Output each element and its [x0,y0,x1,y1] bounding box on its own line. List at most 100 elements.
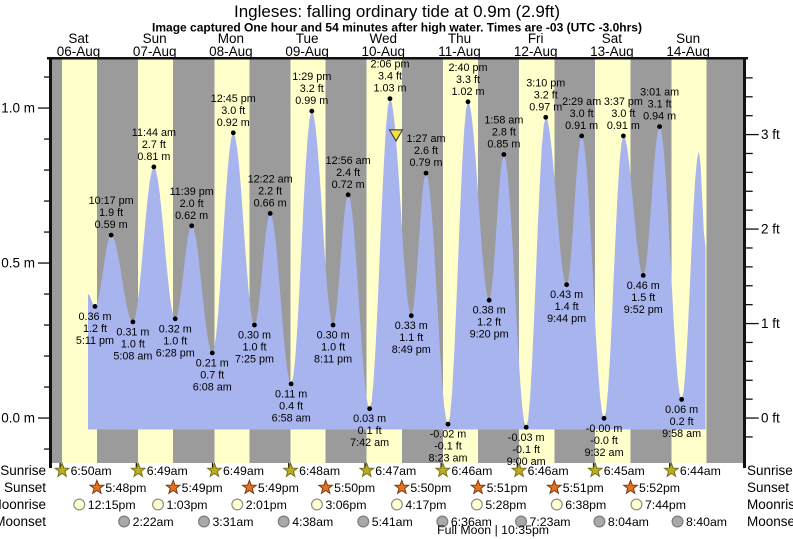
sunrise-icon [587,461,604,478]
moonrise-time: 12:15pm [88,498,136,512]
sunset-time: 5:50pm [334,481,375,495]
right-axis-tick [745,115,753,117]
tide-extreme-label: 1.02 m [451,86,484,98]
tide-extreme-dot [640,273,646,278]
moonrise-time: 5:28pm [485,498,526,512]
tide-extreme-dot [252,322,257,328]
moonset-time: 8:04am [608,515,649,529]
left-axis-tick [44,355,51,357]
tide-extreme-label: 0.59 m [95,219,128,231]
moonset-time: 6:36am [451,515,492,529]
tide-extreme-dot [172,316,178,322]
sunset-icon [164,478,182,495]
tide-extreme-label: 0.7 ft [200,369,224,381]
tide-extreme-label: 5:08 am [113,350,152,362]
tide-extreme-dot [523,424,529,430]
sunset-time: 5:49pm [258,481,299,495]
moonrise-time: 3:06pm [325,498,366,512]
day-label-dow: Fri [528,31,544,46]
tide-extreme-label: 3.0 ft [221,105,245,117]
moonrise-icon [390,498,403,511]
tide-extreme-label: 0.2 ft [670,416,694,428]
y-axis-label-m: 0.0 m [1,411,35,426]
sunset-time: 5:49pm [182,481,223,495]
day-label-date: 10-Aug [362,44,406,59]
sunset-icon [546,478,563,495]
day-tick [669,463,671,468]
tide-extreme-dot [445,421,451,427]
tide-extreme-label: 2:29 am [562,96,601,108]
right-axis-tick [745,322,759,325]
tide-extreme-label: 9:32 am [585,447,624,459]
y-axis-label-m: 1.0 m [1,101,35,116]
tide-extreme-label: 0.46 m [627,280,660,292]
right-axis-tick [745,190,753,192]
tide-extreme-label: 3.1 ft [648,99,672,111]
moonrise-icon [231,498,244,511]
moonset-time: 2:22am [133,515,174,529]
tide-extreme-label: 0.36 m [78,311,111,323]
tide-extreme-label: 3.2 ft [534,89,558,101]
tide-extreme-label: 0.21 m [196,357,229,369]
tide-extreme-label: 9:44 pm [547,313,586,325]
tide-extreme-label: 6:28 pm [156,347,195,359]
tide-extreme-label: 0.11 m [275,388,307,400]
left-axis-tick [38,107,51,109]
tide-extreme-dot [151,164,157,170]
tide-extreme-dot [367,406,373,412]
tide-extreme-dot [130,319,136,325]
moonrise-icon [630,498,643,511]
sunrise-time: 6:48am [299,464,340,478]
tide-extreme-label: 1.2 ft [83,323,107,335]
tide-extreme-label: 0.94 m [643,111,676,123]
tide-extreme-label: 9:52 pm [624,304,663,316]
tide-extreme-label: 0.72 m [332,179,365,191]
day-label-date: 14-Aug [666,44,710,59]
right-axis-tick [745,285,753,287]
right-axis-tick [745,152,753,155]
moonset-icon [671,515,684,528]
left-axis-tick [44,324,51,326]
right-axis-tick [745,341,753,344]
sunset-icon [469,478,487,495]
day-tick [516,463,518,468]
tide-extreme-label: 3.2 ft [300,83,324,95]
left-axis-tick [38,262,51,264]
tide-extreme-dot [543,114,549,120]
tide-extreme-label: -0.0 ft [590,435,618,447]
tide-extreme-label: 1.03 m [373,83,406,95]
left-axis-tick [44,169,51,171]
tide-extreme-label: 1.0 ft [121,338,145,350]
day-label-date: 13-Aug [590,44,634,59]
tide-extreme-label: 12:22 am [248,173,293,185]
sunrise-icon [53,461,71,478]
tide-extreme-dot [423,170,429,176]
left-axis-tick [44,231,51,233]
sunrise-row-label-right: Sunrise [747,463,793,478]
tide-extreme-label: 1:27 am [406,133,445,145]
sunset-time: 5:50pm [410,481,451,495]
day-label-date: 07-Aug [133,44,177,59]
moonrise-icon [73,498,86,511]
moonset-time: 3:31am [212,515,253,529]
tide-extreme-label: 3.3 ft [456,74,480,86]
moonrise-time: 2:01pm [246,498,287,512]
sunset-icon [622,478,639,495]
tide-extreme-label: 3:01 am [640,87,679,99]
tide-extreme-label: 0.81 m [137,151,170,163]
y-axis-label-ft: 3 ft [761,127,780,142]
tide-extreme-label: 1.9 ft [99,207,123,219]
tide-extreme-dot [288,381,294,387]
sunrise-icon [130,461,147,478]
day-label-date: 09-Aug [285,44,329,59]
tide-extreme-label: 1.0 ft [163,335,187,347]
moonset-icon [197,515,210,528]
day-label-dow: Sat [602,31,623,46]
tide-extreme-label: 1:29 pm [292,71,331,83]
tide-extreme-label: 2.2 ft [258,185,282,197]
right-axis-tick [745,398,753,400]
tide-extreme-dot [209,350,215,356]
right-axis-tick [745,171,753,174]
tide-extreme-dot [501,152,507,157]
